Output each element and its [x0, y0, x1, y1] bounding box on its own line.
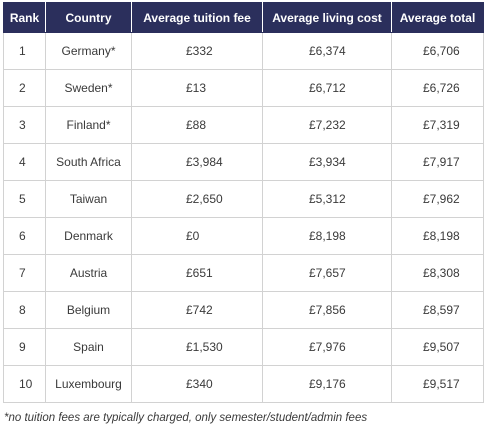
cell-tuition-fee: £742 — [131, 291, 263, 329]
tuition-cost-table: Rank Country Average tuition fee Average… — [3, 2, 484, 403]
cell-total: £7,917 — [391, 143, 484, 181]
cell-total: £7,962 — [391, 180, 484, 218]
cell-tuition-fee: £340 — [131, 365, 263, 403]
cell-living-cost: £7,232 — [262, 106, 392, 144]
cell-rank: 3 — [3, 106, 46, 144]
cell-tuition-fee: £2,650 — [131, 180, 263, 218]
table-row: 10 Luxembourg £340 £9,176 £9,517 — [3, 365, 484, 403]
cell-living-cost: £5,312 — [262, 180, 392, 218]
header-total: Average total — [391, 2, 484, 33]
table-row: 5 Taiwan £2,650 £5,312 £7,962 — [3, 180, 484, 218]
cell-rank: 2 — [3, 69, 46, 107]
cell-tuition-fee: £13 — [131, 69, 263, 107]
cell-country: Luxembourg — [45, 365, 132, 403]
table-row: 4 South Africa £3,984 £3,934 £7,917 — [3, 143, 484, 181]
cell-total: £8,308 — [391, 254, 484, 292]
cell-tuition-fee: £332 — [131, 32, 263, 70]
cell-tuition-fee: £1,530 — [131, 328, 263, 366]
cell-living-cost: £6,712 — [262, 69, 392, 107]
cell-living-cost: £8,198 — [262, 217, 392, 255]
cell-country: Taiwan — [45, 180, 132, 218]
table-row: 1 Germany* £332 £6,374 £6,706 — [3, 32, 484, 70]
cell-country: Denmark — [45, 217, 132, 255]
cell-rank: 10 — [3, 365, 46, 403]
table-row: 6 Denmark £0 £8,198 £8,198 — [3, 217, 484, 255]
cell-rank: 4 — [3, 143, 46, 181]
cell-rank: 1 — [3, 32, 46, 70]
header-tuition-fee: Average tuition fee — [131, 2, 263, 33]
table-header-row: Rank Country Average tuition fee Average… — [3, 2, 484, 33]
cell-country: Germany* — [45, 32, 132, 70]
cell-country: Belgium — [45, 291, 132, 329]
cell-country: Sweden* — [45, 69, 132, 107]
footnote: *no tuition fees are typically charged, … — [4, 412, 368, 424]
cell-rank: 5 — [3, 180, 46, 218]
header-country: Country — [45, 2, 132, 33]
table-row: 3 Finland* £88 £7,232 £7,319 — [3, 106, 484, 144]
table-row: 8 Belgium £742 £7,856 £8,597 — [3, 291, 484, 329]
cell-rank: 6 — [3, 217, 46, 255]
table-row: 7 Austria £651 £7,657 £8,308 — [3, 254, 484, 292]
cell-country: Spain — [45, 328, 132, 366]
cell-country: South Africa — [45, 143, 132, 181]
cell-total: £9,507 — [391, 328, 484, 366]
cell-rank: 9 — [3, 328, 46, 366]
table-row: 9 Spain £1,530 £7,976 £9,507 — [3, 328, 484, 366]
header-living-cost: Average living cost — [262, 2, 392, 33]
cell-rank: 7 — [3, 254, 46, 292]
cell-tuition-fee: £88 — [131, 106, 263, 144]
cell-country: Finland* — [45, 106, 132, 144]
cell-country: Austria — [45, 254, 132, 292]
cell-living-cost: £9,176 — [262, 365, 392, 403]
table-row: 2 Sweden* £13 £6,712 £6,726 — [3, 69, 484, 107]
cell-rank: 8 — [3, 291, 46, 329]
cell-tuition-fee: £651 — [131, 254, 263, 292]
cell-total: £6,706 — [391, 32, 484, 70]
cell-total: £6,726 — [391, 69, 484, 107]
cell-living-cost: £3,934 — [262, 143, 392, 181]
cell-total: £8,597 — [391, 291, 484, 329]
cell-total: £9,517 — [391, 365, 484, 403]
header-rank: Rank — [3, 2, 46, 33]
cell-living-cost: £7,856 — [262, 291, 392, 329]
cell-living-cost: £7,657 — [262, 254, 392, 292]
cell-total: £8,198 — [391, 217, 484, 255]
cell-living-cost: £6,374 — [262, 32, 392, 70]
cell-tuition-fee: £3,984 — [131, 143, 263, 181]
cell-tuition-fee: £0 — [131, 217, 263, 255]
cell-total: £7,319 — [391, 106, 484, 144]
cell-living-cost: £7,976 — [262, 328, 392, 366]
